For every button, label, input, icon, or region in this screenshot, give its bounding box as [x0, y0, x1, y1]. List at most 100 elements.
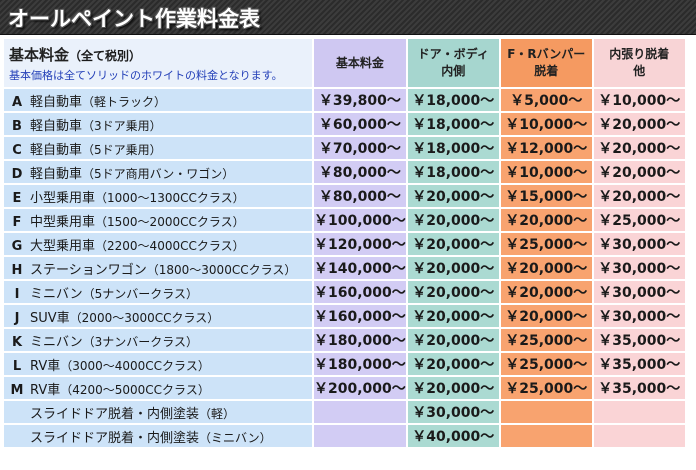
base-price-cell: ￥80,000～: [314, 185, 406, 207]
header-note: 基本価格は全てソリッドのホワイトの料金となります。: [9, 68, 283, 82]
table-row: A 軽自動車（軽トラック） ￥39,800～ ￥18,000～ ￥5,000～ ￥10,0…: [4, 89, 685, 111]
door-price-cell: ￥40,000～: [407, 425, 499, 447]
vehicle-letter: D: [11, 166, 23, 182]
vehicle-letter: G: [11, 238, 23, 254]
bumper-price-cell: ￥10,000～: [500, 113, 592, 135]
interior-price-cell: ￥10,000～: [593, 89, 685, 111]
base-price-cell: [314, 401, 406, 423]
vehicle-letter: F: [12, 214, 22, 230]
door-price-cell: ￥18,000～: [407, 113, 499, 135]
table-row: F 中型乗用車（1500～2000CCクラス） ￥100,000～ ￥20,000～ ￥…: [4, 209, 685, 231]
vehicle-detail: （5ナンバークラス）: [82, 286, 199, 301]
interior-price-cell: [593, 425, 685, 447]
bumper-price-cell: ￥25,000～: [500, 233, 592, 255]
vehicle-name: ステーションワゴン: [30, 262, 147, 278]
table-row: E 小型乗用車（1000～1300CCクラス） ￥80,000～ ￥20,000～ ￥1…: [4, 185, 685, 207]
vehicle-cell: B 軽自動車（3ドア乗用）: [4, 113, 312, 135]
door-price-cell: ￥18,000～: [407, 161, 499, 183]
vehicle-detail: （3000～4000CCクラス）: [60, 358, 210, 373]
vehicle-detail: （5ドア商用バン・ワゴン）: [82, 166, 235, 181]
col-header-interior-line2: 他: [633, 64, 646, 78]
base-price-cell: ￥200,000～: [314, 377, 406, 399]
door-price-cell: ￥20,000～: [407, 185, 499, 207]
interior-price-cell: ￥20,000～: [593, 137, 685, 159]
interior-price-cell: ￥35,000～: [593, 353, 685, 375]
base-price-cell: ￥140,000～: [314, 257, 406, 279]
vehicle-name: スライドドア脱着・内側塗装: [30, 406, 200, 422]
page-title: オールペイント作業料金表: [8, 7, 260, 31]
col-header-interior-line1: 内張り脱着: [609, 47, 670, 61]
table-row: J SUV車（2000～3000CCクラス） ￥160,000～ ￥20,000～ ￥2…: [4, 305, 685, 327]
header-main-title: 基本料金: [9, 45, 70, 64]
door-price-cell: ￥20,000～: [407, 257, 499, 279]
door-price-cell: ￥20,000～: [407, 281, 499, 303]
vehicle-name: ミニバン: [30, 334, 83, 350]
table-row: H ステーションワゴン（1800～3000CCクラス） ￥140,000～ ￥20,0…: [4, 257, 685, 279]
table-row: C 軽自動車（5ドア乗用） ￥70,000～ ￥18,000～ ￥12,000～ ￥20,…: [4, 137, 685, 159]
vehicle-letter: I: [14, 286, 20, 302]
vehicle-detail: （1500～2000CCクラス）: [95, 214, 245, 229]
vehicle-detail: （3ナンバークラス）: [82, 334, 199, 349]
vehicle-detail: （4200～5000CCクラス）: [60, 382, 210, 397]
vehicle-letter: E: [12, 190, 22, 206]
col-header-base-label: 基本料金: [335, 55, 384, 70]
door-price-cell: ￥20,000～: [407, 233, 499, 255]
bumper-price-cell: ￥20,000～: [500, 209, 592, 231]
table-row: K ミニバン（3ナンバークラス） ￥180,000～ ￥20,000～ ￥25,000～…: [4, 329, 685, 351]
col-header-door: ドア・ボディ 内側: [407, 39, 499, 87]
bumper-price-cell: ￥15,000～: [500, 185, 592, 207]
table-row: G 大型乗用車（2200～4000CCクラス） ￥120,000～ ￥20,000～ ￥…: [4, 233, 685, 255]
bumper-price-cell: ￥20,000～: [500, 281, 592, 303]
bumper-price-cell: ￥12,000～: [500, 137, 592, 159]
vehicle-name: ミニバン: [30, 286, 83, 302]
base-price-cell: ￥180,000～: [314, 329, 406, 351]
base-price-cell: ￥160,000～: [314, 281, 406, 303]
vehicle-letter: J: [14, 310, 20, 326]
vehicle-cell: D 軽自動車（5ドア商用バン・ワゴン）: [4, 161, 312, 183]
vehicle-letter: M: [10, 382, 24, 398]
vehicle-cell: K ミニバン（3ナンバークラス）: [4, 329, 312, 351]
base-price-cell: ￥70,000～: [314, 137, 406, 159]
base-price-cell: ￥120,000～: [314, 233, 406, 255]
vehicle-letter: H: [11, 262, 23, 278]
base-price-cell: ￥180,000～: [314, 353, 406, 375]
bumper-price-cell: ￥10,000～: [500, 161, 592, 183]
vehicle-name: 中型乗用車: [30, 214, 96, 230]
vehicle-cell: A 軽自動車（軽トラック）: [4, 89, 312, 111]
base-price-cell: ￥60,000～: [314, 113, 406, 135]
vehicle-detail: （2200～4000CCクラス）: [95, 238, 245, 253]
interior-price-cell: ￥30,000～: [593, 233, 685, 255]
vehicle-name: 軽自動車: [30, 94, 83, 110]
vehicle-letter: K: [11, 334, 23, 350]
vehicle-cell: スライドドア脱着・内側塗装（軽）: [4, 401, 312, 423]
door-price-cell: ￥20,000～: [407, 353, 499, 375]
bumper-price-cell: ￥20,000～: [500, 257, 592, 279]
table-row: スライドドア脱着・内側塗装（軽） ￥30,000～: [4, 401, 685, 423]
title-bar: オールペイント作業料金表: [0, 0, 696, 35]
col-header-door-line2: 内側: [441, 64, 466, 78]
base-price-cell: [314, 425, 406, 447]
vehicle-cell: C 軽自動車（5ドア乗用）: [4, 137, 312, 159]
col-header-base: 基本料金: [314, 39, 406, 87]
door-price-cell: ￥18,000～: [407, 137, 499, 159]
vehicle-name: 軽自動車: [30, 118, 83, 134]
bumper-price-cell: ￥25,000～: [500, 377, 592, 399]
table-row: I ミニバン（5ナンバークラス） ￥160,000～ ￥20,000～ ￥20,000～…: [4, 281, 685, 303]
vehicle-letter: C: [12, 142, 22, 158]
vehicle-name: 軽自動車: [30, 142, 83, 158]
interior-price-cell: ￥20,000～: [593, 113, 685, 135]
vehicle-name: SUV車: [30, 310, 70, 326]
vehicle-cell: F 中型乗用車（1500～2000CCクラス）: [4, 209, 312, 231]
bumper-price-cell: ￥25,000～: [500, 329, 592, 351]
vehicle-letter: B: [12, 118, 22, 134]
vehicle-letter: L: [12, 358, 22, 374]
col-header-bumper-line2: 脱着: [534, 64, 559, 78]
door-price-cell: ￥20,000～: [407, 377, 499, 399]
door-price-cell: ￥30,000～: [407, 401, 499, 423]
door-price-cell: ￥18,000～: [407, 89, 499, 111]
interior-price-cell: [593, 401, 685, 423]
vehicle-name: RV車: [30, 358, 61, 374]
base-price-cell: ￥80,000～: [314, 161, 406, 183]
vehicle-cell: L RV車（3000～4000CCクラス）: [4, 353, 312, 375]
vehicle-detail: （3ドア乗用）: [82, 118, 162, 133]
